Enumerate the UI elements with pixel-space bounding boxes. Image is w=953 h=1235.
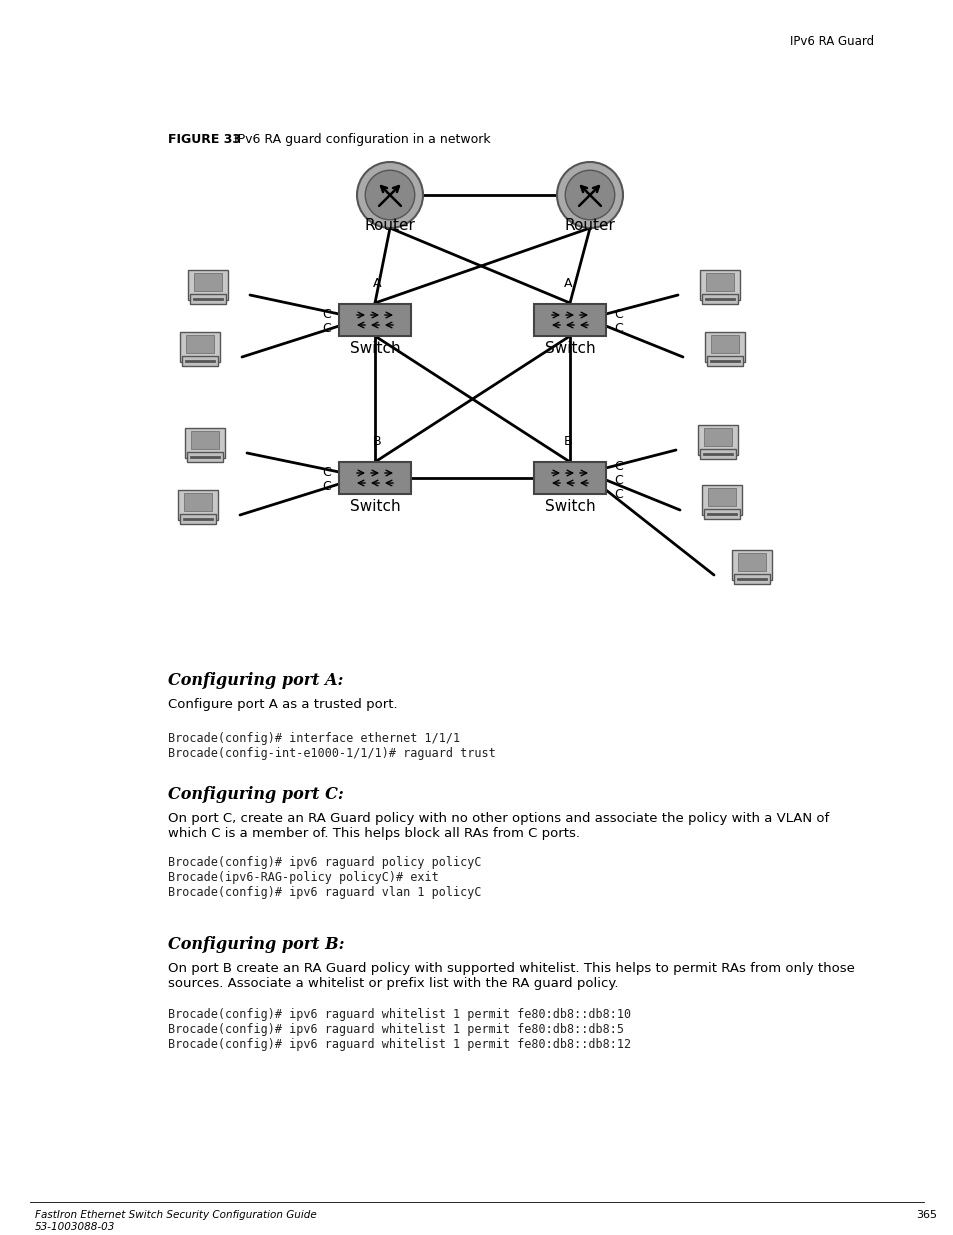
Text: B: B xyxy=(373,435,381,448)
FancyBboxPatch shape xyxy=(185,429,225,458)
FancyBboxPatch shape xyxy=(701,485,741,515)
FancyBboxPatch shape xyxy=(182,356,218,366)
Text: Router: Router xyxy=(564,219,615,233)
FancyBboxPatch shape xyxy=(534,304,605,336)
FancyBboxPatch shape xyxy=(701,294,738,304)
FancyBboxPatch shape xyxy=(178,490,218,520)
Text: Brocade(config)# ipv6 raguard whitelist 1 permit fe80:db8::db8:10
Brocade(config: Brocade(config)# ipv6 raguard whitelist … xyxy=(168,1008,631,1051)
Text: C: C xyxy=(614,488,622,500)
FancyBboxPatch shape xyxy=(338,462,411,494)
Text: Configuring port C:: Configuring port C: xyxy=(168,785,343,803)
Text: C: C xyxy=(322,466,331,478)
Text: FastIron Ethernet Switch Security Configuration Guide
53-1003088-03: FastIron Ethernet Switch Security Config… xyxy=(35,1210,316,1231)
FancyBboxPatch shape xyxy=(700,270,740,300)
FancyBboxPatch shape xyxy=(703,429,731,446)
Text: Configure port A as a trusted port.: Configure port A as a trusted port. xyxy=(168,698,397,711)
FancyBboxPatch shape xyxy=(706,356,742,366)
Circle shape xyxy=(365,170,415,220)
FancyBboxPatch shape xyxy=(700,450,735,459)
Circle shape xyxy=(356,162,422,228)
FancyBboxPatch shape xyxy=(707,488,735,506)
Text: Switch: Switch xyxy=(544,499,595,514)
FancyBboxPatch shape xyxy=(184,493,212,511)
Text: A: A xyxy=(373,277,381,290)
FancyBboxPatch shape xyxy=(704,332,744,362)
Text: C: C xyxy=(322,308,331,321)
Text: Router: Router xyxy=(364,219,415,233)
Text: On port C, create an RA Guard policy with no other options and associate the pol: On port C, create an RA Guard policy wit… xyxy=(168,811,828,840)
FancyBboxPatch shape xyxy=(731,550,771,580)
Text: Switch: Switch xyxy=(350,499,400,514)
Text: A: A xyxy=(563,277,572,290)
Text: Brocade(config)# interface ethernet 1/1/1
Brocade(config-int-e1000-1/1/1)# ragua: Brocade(config)# interface ethernet 1/1/… xyxy=(168,732,496,760)
FancyBboxPatch shape xyxy=(738,553,765,571)
Text: 365: 365 xyxy=(915,1210,936,1220)
FancyBboxPatch shape xyxy=(191,431,219,450)
Text: Configuring port B:: Configuring port B: xyxy=(168,936,344,953)
Text: IPv6 RA Guard: IPv6 RA Guard xyxy=(789,35,873,48)
Text: B: B xyxy=(563,435,572,448)
FancyBboxPatch shape xyxy=(710,335,739,353)
Text: On port B create an RA Guard policy with supported whitelist. This helps to perm: On port B create an RA Guard policy with… xyxy=(168,962,854,990)
Text: C: C xyxy=(614,308,622,321)
FancyBboxPatch shape xyxy=(703,509,740,519)
FancyBboxPatch shape xyxy=(186,335,213,353)
Text: IPv6 RA guard configuration in a network: IPv6 RA guard configuration in a network xyxy=(230,133,490,146)
Text: C: C xyxy=(322,321,331,335)
FancyBboxPatch shape xyxy=(705,273,733,291)
FancyBboxPatch shape xyxy=(190,294,226,304)
Text: Brocade(config)# ipv6 raguard policy policyC
Brocade(ipv6-RAG-policy policyC)# e: Brocade(config)# ipv6 raguard policy pol… xyxy=(168,856,481,899)
FancyBboxPatch shape xyxy=(698,425,738,454)
Text: Switch: Switch xyxy=(350,341,400,356)
Text: Switch: Switch xyxy=(544,341,595,356)
FancyBboxPatch shape xyxy=(180,514,215,524)
FancyBboxPatch shape xyxy=(534,462,605,494)
FancyBboxPatch shape xyxy=(193,273,222,291)
Text: Configuring port A:: Configuring port A: xyxy=(168,672,343,689)
Text: C: C xyxy=(614,473,622,487)
Text: C: C xyxy=(614,459,622,473)
FancyBboxPatch shape xyxy=(187,452,223,462)
FancyBboxPatch shape xyxy=(180,332,220,362)
Text: FIGURE 33: FIGURE 33 xyxy=(168,133,241,146)
FancyBboxPatch shape xyxy=(338,304,411,336)
FancyBboxPatch shape xyxy=(188,270,228,300)
Circle shape xyxy=(557,162,622,228)
FancyBboxPatch shape xyxy=(733,574,769,584)
Circle shape xyxy=(565,170,614,220)
Text: C: C xyxy=(322,479,331,493)
Text: C: C xyxy=(614,321,622,335)
